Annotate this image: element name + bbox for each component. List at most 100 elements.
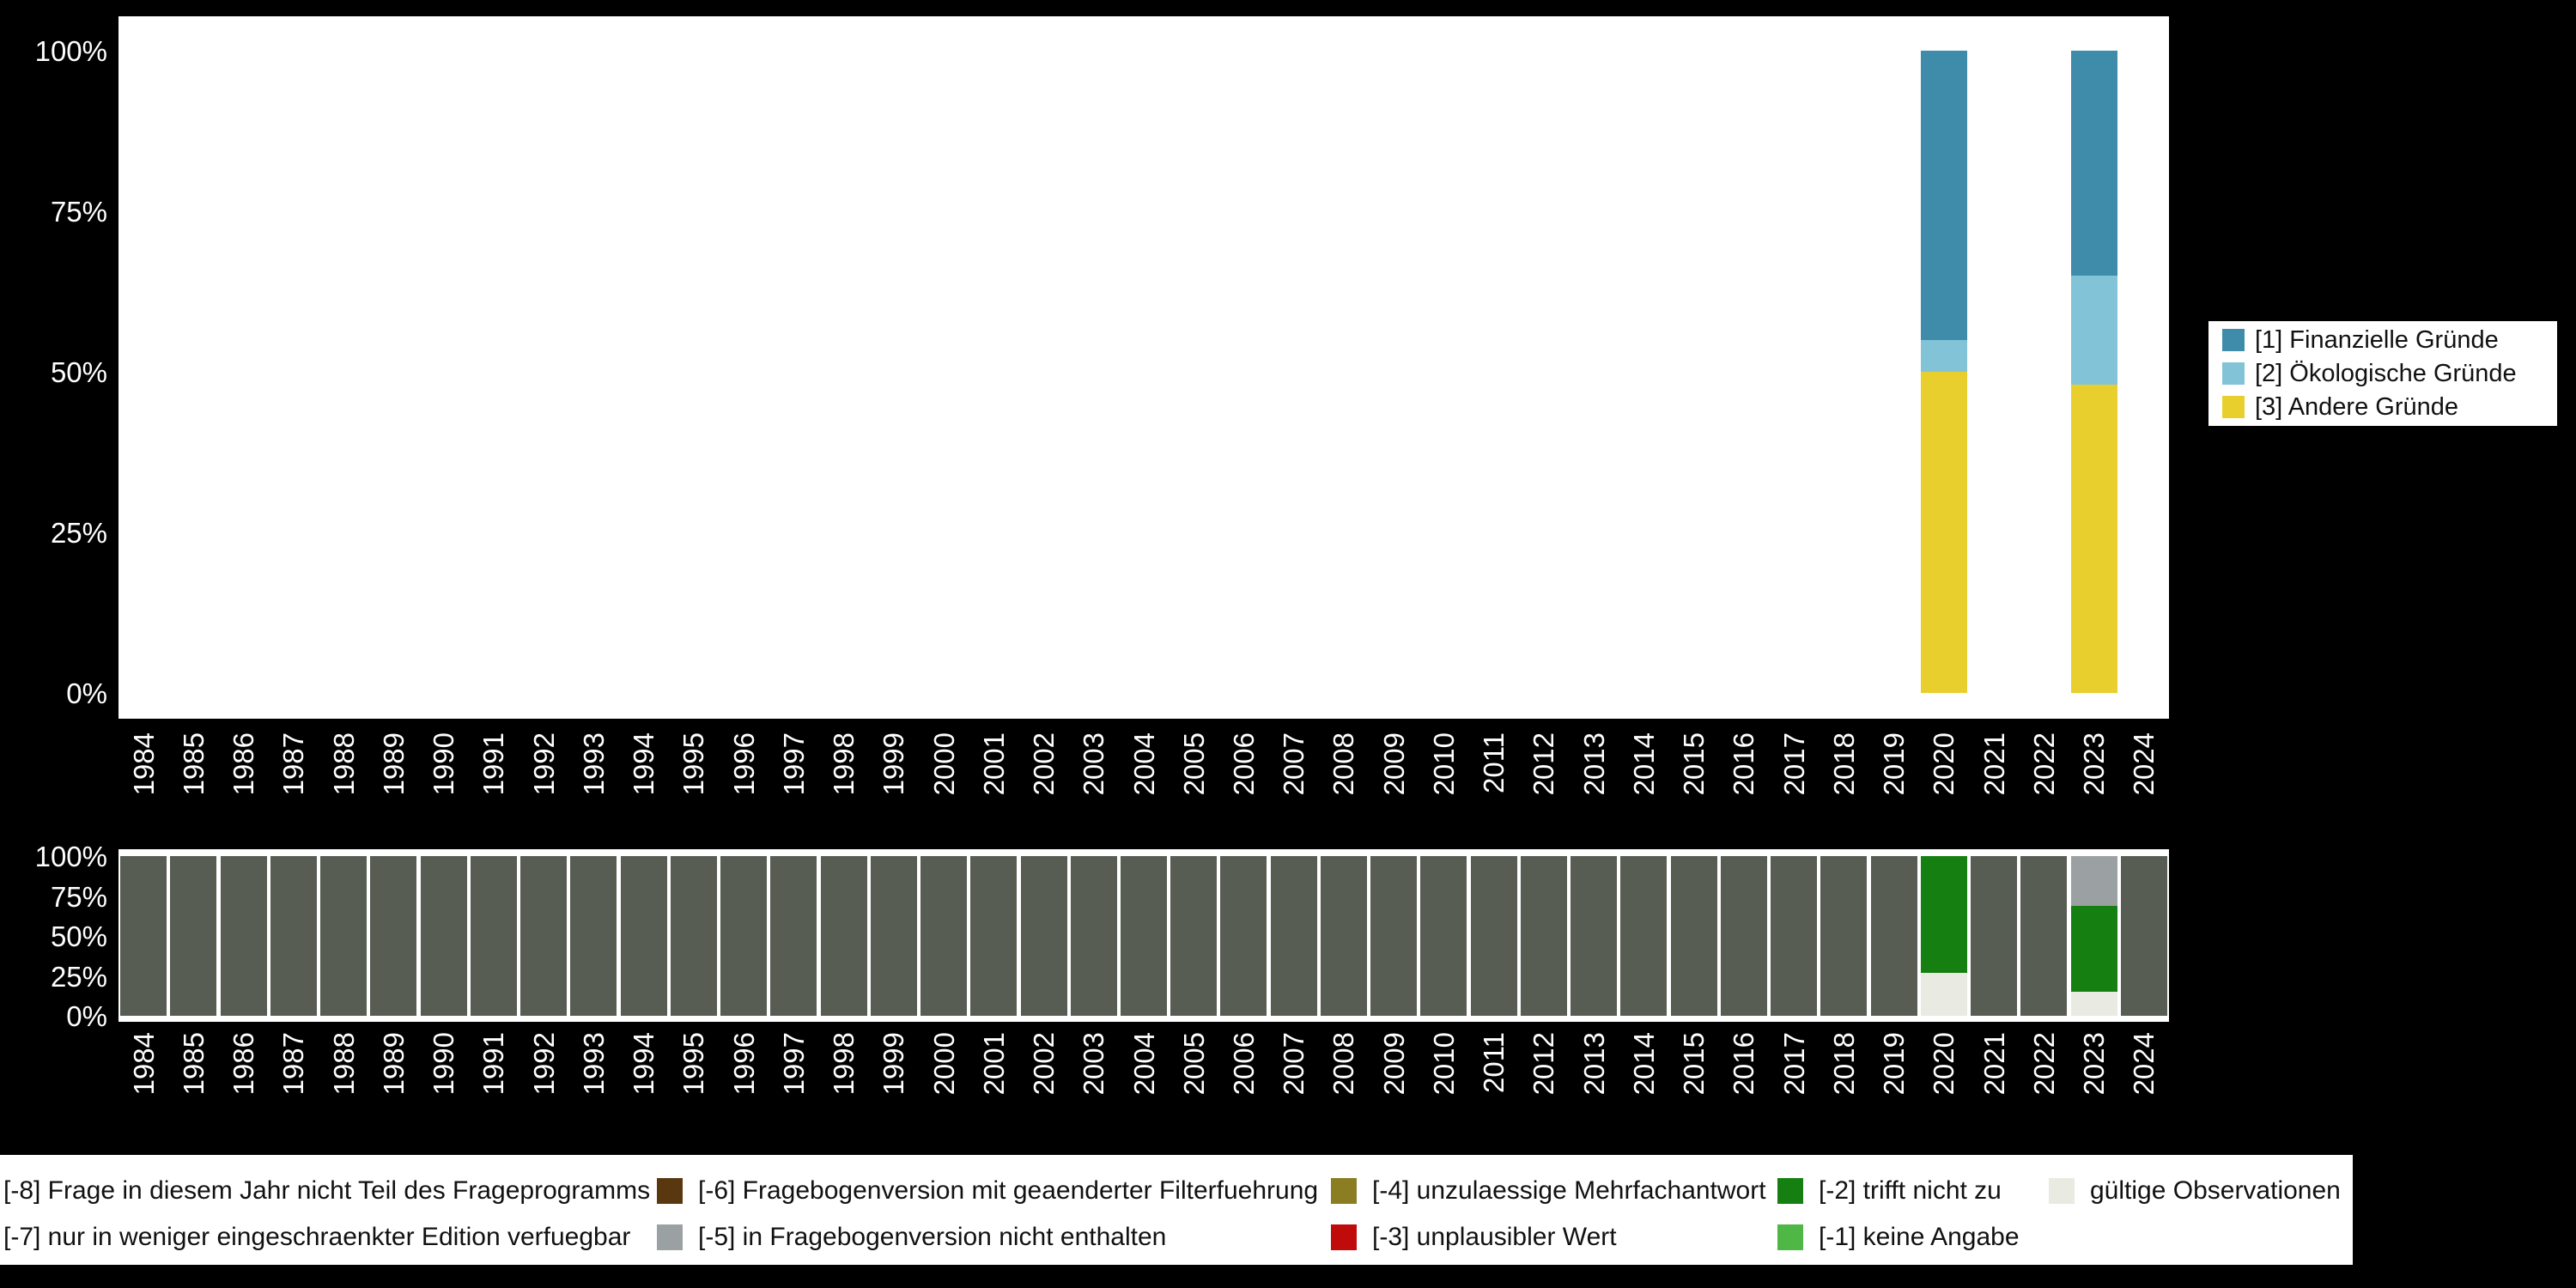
legend-swatch — [1777, 1178, 1803, 1204]
legend-swatch — [657, 1224, 683, 1250]
y-axis-tick-label: 75% — [50, 880, 107, 913]
bar-segment — [1470, 856, 1517, 1016]
x-axis-tick-label: 2020 — [1928, 1032, 1960, 1096]
x-axis-tick-label: 2011 — [1478, 732, 1510, 793]
x-axis-tick-label: 2002 — [1028, 732, 1060, 796]
legend-swatch — [2222, 329, 2245, 351]
x-axis-tick-label: 2024 — [2128, 732, 2160, 796]
x-axis-tick-label: 2012 — [1528, 732, 1560, 796]
x-axis-tick-label: 2003 — [1078, 732, 1110, 796]
x-axis-tick-label: 2018 — [1827, 732, 1860, 796]
x-axis-tick-label: 1993 — [577, 1032, 610, 1096]
legend-item: gültige Observationen — [2049, 1174, 2341, 1208]
bar-segment — [1220, 856, 1267, 1016]
x-axis-tick-label: 2024 — [2128, 1032, 2160, 1096]
x-axis-tick-label: 1992 — [527, 1032, 560, 1096]
bar-segment — [1971, 856, 2018, 1016]
x-axis-tick-label: 2012 — [1528, 1032, 1560, 1096]
legend-item: [-8] Frage in diesem Jahr nicht Teil des… — [3, 1174, 650, 1208]
bar-segment — [1920, 51, 1967, 340]
bar-segment — [2020, 856, 2068, 1016]
legend-item: [-4] unzulaessige Mehrfachantwort — [1331, 1174, 1766, 1208]
x-axis-tick-label: 1993 — [577, 732, 610, 796]
legend-item: [1] Finanzielle Gründe — [2222, 325, 2543, 355]
bar-segment — [1370, 856, 1418, 1016]
bar-segment — [1920, 339, 1967, 372]
bar-segment — [1920, 856, 1967, 973]
bar-segment — [620, 856, 667, 1016]
x-axis-tick-label: 2001 — [977, 732, 1010, 796]
x-axis-tick-label: 2007 — [1278, 1032, 1310, 1096]
bar-segment — [1920, 972, 1967, 1016]
bar-segment — [970, 856, 1018, 1016]
bar-segment — [2070, 51, 2117, 276]
y-axis-tick-label: 100% — [34, 35, 107, 67]
legend-swatch — [1331, 1224, 1357, 1250]
x-axis-tick-label: 2018 — [1827, 1032, 1860, 1096]
x-axis-tick-label: 1985 — [177, 732, 210, 796]
x-axis-tick-label: 1986 — [228, 732, 260, 796]
legend-label: [2] Ökologische Gründe — [2255, 360, 2517, 387]
x-axis-tick-label: 2014 — [1627, 1032, 1660, 1096]
legend-label: [-4] unzulaessige Mehrfachantwort — [1372, 1176, 1766, 1205]
x-axis-tick-label: 2001 — [977, 1032, 1010, 1096]
answers-chart-legend: [1] Finanzielle Gründe [2] Ökologische Gr… — [2208, 321, 2557, 426]
bar-segment — [1270, 856, 1317, 1016]
x-axis-tick-label: 2004 — [1127, 732, 1160, 796]
bar-segment — [2070, 905, 2117, 993]
x-axis-tick-label: 2006 — [1227, 1032, 1260, 1096]
x-axis-tick-label: 2008 — [1327, 1032, 1360, 1096]
x-axis-tick-label: 2015 — [1678, 732, 1710, 796]
bar-segment — [1320, 856, 1367, 1016]
legend-item: [2] Ökologische Gründe — [2222, 359, 2543, 388]
x-axis-tick-label: 2016 — [1728, 1032, 1760, 1096]
x-axis-tick-label: 1985 — [177, 1032, 210, 1096]
y-axis-tick-label: 100% — [34, 841, 107, 872]
x-axis-tick-label: 2011 — [1478, 1032, 1510, 1093]
legend-item: [-5] in Fragebogenversion nicht enthalte… — [657, 1220, 1166, 1255]
y-axis-tick-label: 50% — [50, 920, 107, 952]
x-axis-tick-label: 2016 — [1728, 732, 1760, 796]
legend-swatch — [2222, 396, 2245, 418]
answers-chart-plot-area — [118, 16, 2169, 719]
x-axis-tick-label: 2023 — [2078, 1032, 2111, 1096]
legend-item: [-7] nur in weniger eingeschraenkter Edi… — [3, 1220, 630, 1255]
bar-segment — [670, 856, 717, 1016]
legend-label: [1] Finanzielle Gründe — [2255, 326, 2499, 354]
legend-item: [-2] trifft nicht zu — [1777, 1174, 2002, 1208]
bar-segment — [270, 856, 317, 1016]
bar-segment — [1420, 856, 1467, 1016]
bar-segment — [1121, 856, 1167, 1016]
bar-segment — [1020, 856, 1067, 1016]
x-axis-tick-label: 2013 — [1577, 1032, 1610, 1096]
y-axis-tick-label: 75% — [50, 196, 107, 228]
bar-segment — [1670, 856, 1717, 1016]
bar-segment — [2070, 856, 2117, 906]
x-axis-tick-label: 1991 — [477, 732, 510, 796]
bar-segment — [720, 856, 768, 1016]
bar-segment — [1920, 372, 1967, 693]
legend-label: [-3] unplausibler Wert — [1372, 1223, 1617, 1251]
x-axis-tick-label: 2014 — [1627, 732, 1660, 796]
bar-segment — [2070, 992, 2117, 1016]
legend-swatch — [2222, 362, 2245, 385]
x-axis-tick-label: 2000 — [927, 1032, 960, 1096]
bar-segment — [2070, 384, 2117, 693]
x-axis-tick-label: 1998 — [828, 1032, 860, 1096]
x-axis-tick-label: 1990 — [428, 1032, 460, 1096]
x-axis-tick-label: 1999 — [878, 1032, 910, 1096]
bar-segment — [820, 856, 867, 1016]
x-axis-tick-label: 1984 — [127, 732, 160, 796]
bar-segment — [1870, 856, 1917, 1016]
x-axis-tick-label: 1996 — [727, 732, 760, 796]
x-axis-tick-label: 2006 — [1227, 732, 1260, 796]
x-axis-tick-label: 2023 — [2078, 732, 2111, 796]
x-axis-tick-label: 1987 — [277, 732, 310, 796]
bar-segment — [1820, 856, 1868, 1016]
x-axis-tick-label: 2022 — [2027, 1032, 2060, 1096]
x-axis-tick-label: 1998 — [828, 732, 860, 796]
legend-label: [-7] nur in weniger eingeschraenkter Edi… — [3, 1223, 631, 1251]
bar-segment — [1571, 856, 1618, 1016]
x-axis-tick-label: 2008 — [1327, 732, 1360, 796]
